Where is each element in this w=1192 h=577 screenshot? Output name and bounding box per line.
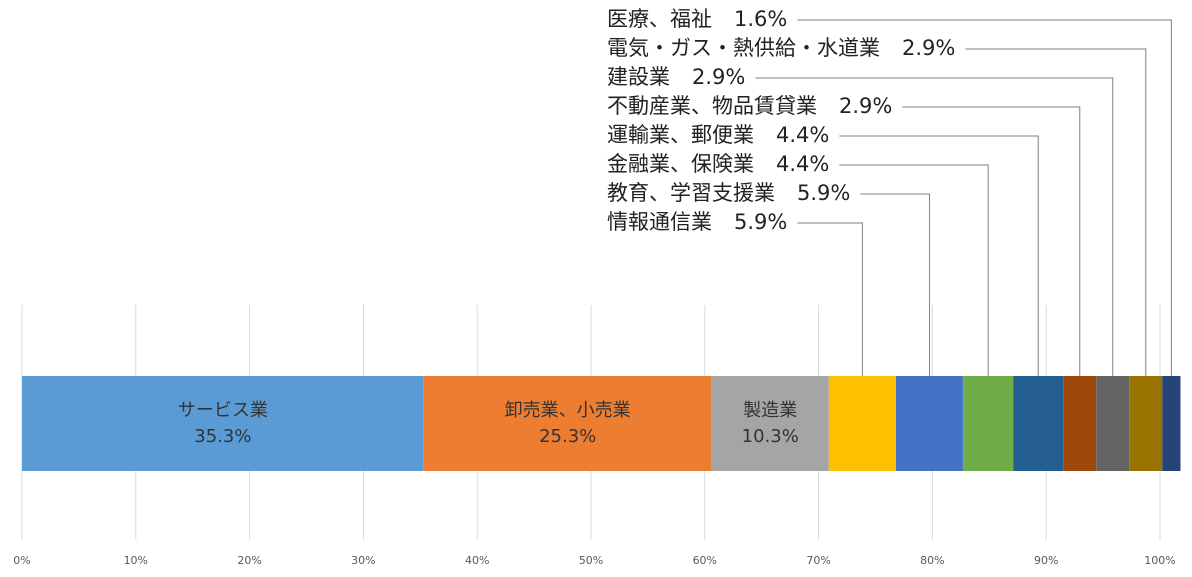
data-label: 4.4%: [776, 152, 829, 176]
bar-segment: [1013, 376, 1064, 471]
bar-segment: [711, 376, 829, 471]
data-label: 1.6%: [734, 7, 787, 31]
leader-line: [797, 19, 1172, 376]
category-label: 不動産業、物品賃貸業: [607, 94, 817, 118]
bar-segment: [963, 376, 1014, 471]
leader-line: [839, 164, 989, 376]
bar-segment: [1063, 376, 1097, 471]
segment-name: 製造業: [743, 400, 797, 421]
x-tick-label: 80%: [920, 554, 944, 567]
x-tick-label: 30%: [351, 554, 375, 567]
x-tick-label: 20%: [237, 554, 261, 567]
category-label: 医療、福祉: [607, 7, 712, 31]
bar-segment: [1096, 376, 1130, 471]
data-label: 4.4%: [776, 123, 829, 147]
bar-segment: [895, 376, 964, 471]
data-label: 35.3%: [194, 426, 251, 447]
x-tick-label: 10%: [124, 554, 148, 567]
leader-line: [902, 106, 1081, 376]
callout-label: 建設業 2.9%: [607, 65, 745, 89]
category-label: 教育、学習支援業: [607, 181, 775, 205]
category-label: 電気・ガス・熱供給・水道業: [607, 36, 880, 60]
data-label: 5.9%: [734, 210, 787, 234]
callout-label: 医療、福祉 1.6%: [607, 7, 787, 31]
data-label: 2.9%: [902, 36, 955, 60]
segment-name: 卸売業、小売業: [505, 400, 631, 421]
x-tick-label: 40%: [465, 554, 489, 567]
data-label: 2.9%: [692, 65, 745, 89]
segment-name: サービス業: [178, 400, 268, 421]
x-tick-label: 90%: [1034, 554, 1058, 567]
bar-segment: [22, 376, 424, 471]
x-tick-label: 100%: [1144, 554, 1175, 567]
callout-label: 金融業、保険業 4.4%: [607, 152, 829, 176]
leader-line: [965, 48, 1147, 376]
callout-label: 情報通信業 5.9%: [607, 210, 787, 234]
leader-line: [797, 222, 863, 376]
data-label: 10.3%: [742, 426, 799, 447]
bar-segment: [1162, 376, 1181, 471]
data-label: 5.9%: [797, 181, 850, 205]
data-label: 25.3%: [539, 426, 596, 447]
bar-segment: [423, 376, 712, 471]
category-label: 運輸業、郵便業: [607, 123, 754, 147]
leader-line: [839, 135, 1039, 376]
x-tick-label: 60%: [693, 554, 717, 567]
callout-label: 不動産業、物品賃貸業 2.9%: [607, 94, 892, 118]
x-tick-label: 50%: [579, 554, 603, 567]
callout-label: 教育、学習支援業 5.9%: [607, 181, 850, 205]
x-tick-label: 70%: [806, 554, 830, 567]
category-label: 情報通信業: [607, 210, 712, 234]
leader-line: [860, 193, 931, 376]
bar-segment: [828, 376, 896, 471]
bar-segment: [1129, 376, 1163, 471]
data-label: 2.9%: [839, 94, 892, 118]
category-label: 建設業: [607, 65, 670, 89]
callout-label: 電気・ガス・熱供給・水道業 2.9%: [607, 36, 955, 60]
leader-line: [755, 77, 1114, 376]
category-label: 金融業、保険業: [607, 152, 754, 176]
callout-label: 運輸業、郵便業 4.4%: [607, 123, 829, 147]
x-tick-label: 0%: [13, 554, 30, 567]
